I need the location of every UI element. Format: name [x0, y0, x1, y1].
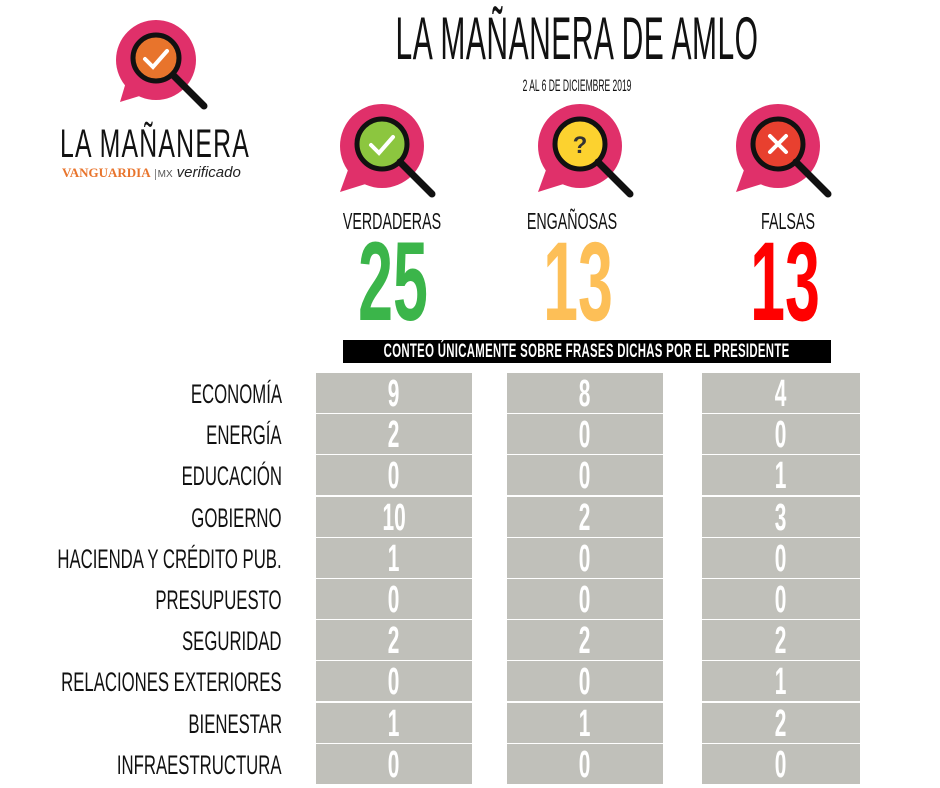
- table-cell: 0: [702, 743, 860, 786]
- category-label-enganosas: ENGAÑOSAS: [526, 208, 618, 234]
- cell-value: 1: [388, 537, 400, 580]
- row-label: RELACIONES EXTERIORES: [61, 667, 282, 698]
- brand-row: VANGUARDIA MX verificado: [62, 164, 241, 181]
- row-label: ENERGÍA: [206, 420, 282, 451]
- cell-value: 10: [382, 496, 406, 539]
- table-cell: 0: [507, 661, 663, 704]
- x-icon: [736, 104, 832, 198]
- table-cell: 8: [507, 373, 663, 415]
- table-cell: 0: [507, 743, 663, 786]
- brand-suffix: MX: [154, 169, 173, 180]
- table-cell: 0: [507, 537, 663, 580]
- row-label: GOBIERNO: [191, 502, 282, 533]
- cell-value: 0: [579, 414, 591, 457]
- cell-value: 0: [775, 743, 787, 786]
- cell-value: 0: [775, 537, 787, 580]
- cell-value: 2: [775, 702, 787, 745]
- cell-value: 0: [775, 579, 787, 621]
- table-cell: 2: [316, 414, 472, 457]
- cell-value: 0: [579, 743, 591, 786]
- page-title: LA MAÑANERA DE AMLO: [395, 5, 759, 72]
- logo-name: LA MAÑANERA: [60, 122, 251, 166]
- table-cell: 2: [507, 620, 663, 663]
- cell-value: 1: [579, 702, 591, 745]
- table-cell: 1: [316, 702, 472, 745]
- partner-name: verificado: [176, 164, 241, 181]
- question-icon: ?: [538, 104, 634, 198]
- total-falsas: 13: [750, 219, 820, 344]
- cell-value: 9: [388, 373, 400, 415]
- cell-value: 2: [579, 620, 591, 663]
- cell-value: 0: [388, 579, 400, 621]
- table-cell: 3: [702, 496, 860, 539]
- cell-value: 3: [775, 496, 787, 539]
- cell-value: 0: [579, 537, 591, 580]
- table-cell: 4: [702, 373, 860, 415]
- cell-value: 0: [388, 743, 400, 786]
- magnifier-check-icon: [116, 20, 208, 110]
- table-cell: 2: [702, 702, 860, 745]
- row-label: HACIENDA Y CRÉDITO PUB.: [57, 543, 282, 574]
- table-cell: 2: [702, 620, 860, 663]
- cell-value: 0: [579, 661, 591, 704]
- row-label: PRESUPUESTO: [155, 585, 282, 615]
- table-cell: 1: [316, 537, 472, 580]
- cell-value: 2: [388, 620, 400, 663]
- table-cell: 0: [702, 579, 860, 621]
- table-cell: 1: [702, 455, 860, 498]
- category-label-verdaderas: VERDADERAS: [342, 208, 442, 234]
- table-cell: 10: [316, 496, 472, 539]
- cell-value: 0: [388, 455, 400, 498]
- cell-value: 0: [579, 579, 591, 621]
- row-label: EDUCACIÓN: [181, 461, 282, 492]
- row-label: INFRAESTRUCTURA: [117, 749, 282, 780]
- table-cell: 0: [507, 455, 663, 498]
- date-range: 2 AL 6 DE DICIEMBRE 2019: [522, 76, 632, 95]
- count-note-banner: CONTEO ÚNICAMENTE SOBRE FRASES DICHAS PO…: [343, 340, 831, 363]
- table-cell: 0: [316, 743, 472, 786]
- cell-value: 0: [775, 414, 787, 457]
- cell-value: 4: [775, 373, 787, 415]
- cell-value: 0: [388, 661, 400, 704]
- table-cell: 1: [507, 702, 663, 745]
- table-cell: 2: [316, 620, 472, 663]
- check-icon: [340, 104, 436, 198]
- cell-value: 2: [775, 620, 787, 663]
- cell-value: 2: [388, 414, 400, 457]
- cell-value: 1: [775, 455, 787, 498]
- cell-value: 2: [579, 496, 591, 539]
- cell-value: 1: [775, 661, 787, 704]
- table-cell: 0: [702, 414, 860, 457]
- table-cell: 0: [507, 579, 663, 621]
- table-cell: 0: [316, 455, 472, 498]
- table-cell: 0: [316, 579, 472, 621]
- table-cell: 9: [316, 373, 472, 415]
- svg-text:?: ?: [573, 132, 588, 159]
- total-verdaderas: 25: [358, 219, 428, 344]
- cell-value: 1: [388, 702, 400, 745]
- cell-value: 0: [579, 455, 591, 498]
- row-label: BIENESTAR: [188, 708, 282, 739]
- total-enganosas: 13: [543, 219, 613, 344]
- row-label: ECONOMÍA: [190, 379, 282, 409]
- table-cell: 2: [507, 496, 663, 539]
- table-cell: 0: [316, 661, 472, 704]
- cell-value: 8: [579, 373, 591, 415]
- table-cell: 1: [702, 661, 860, 704]
- count-note-text: CONTEO ÚNICAMENTE SOBRE FRASES DICHAS PO…: [383, 341, 790, 362]
- table-cell: 0: [702, 537, 860, 580]
- brand-name: VANGUARDIA: [62, 165, 151, 180]
- table-cell: 0: [507, 414, 663, 457]
- category-label-falsas: FALSAS: [761, 208, 815, 234]
- row-label: SEGURIDAD: [182, 626, 282, 657]
